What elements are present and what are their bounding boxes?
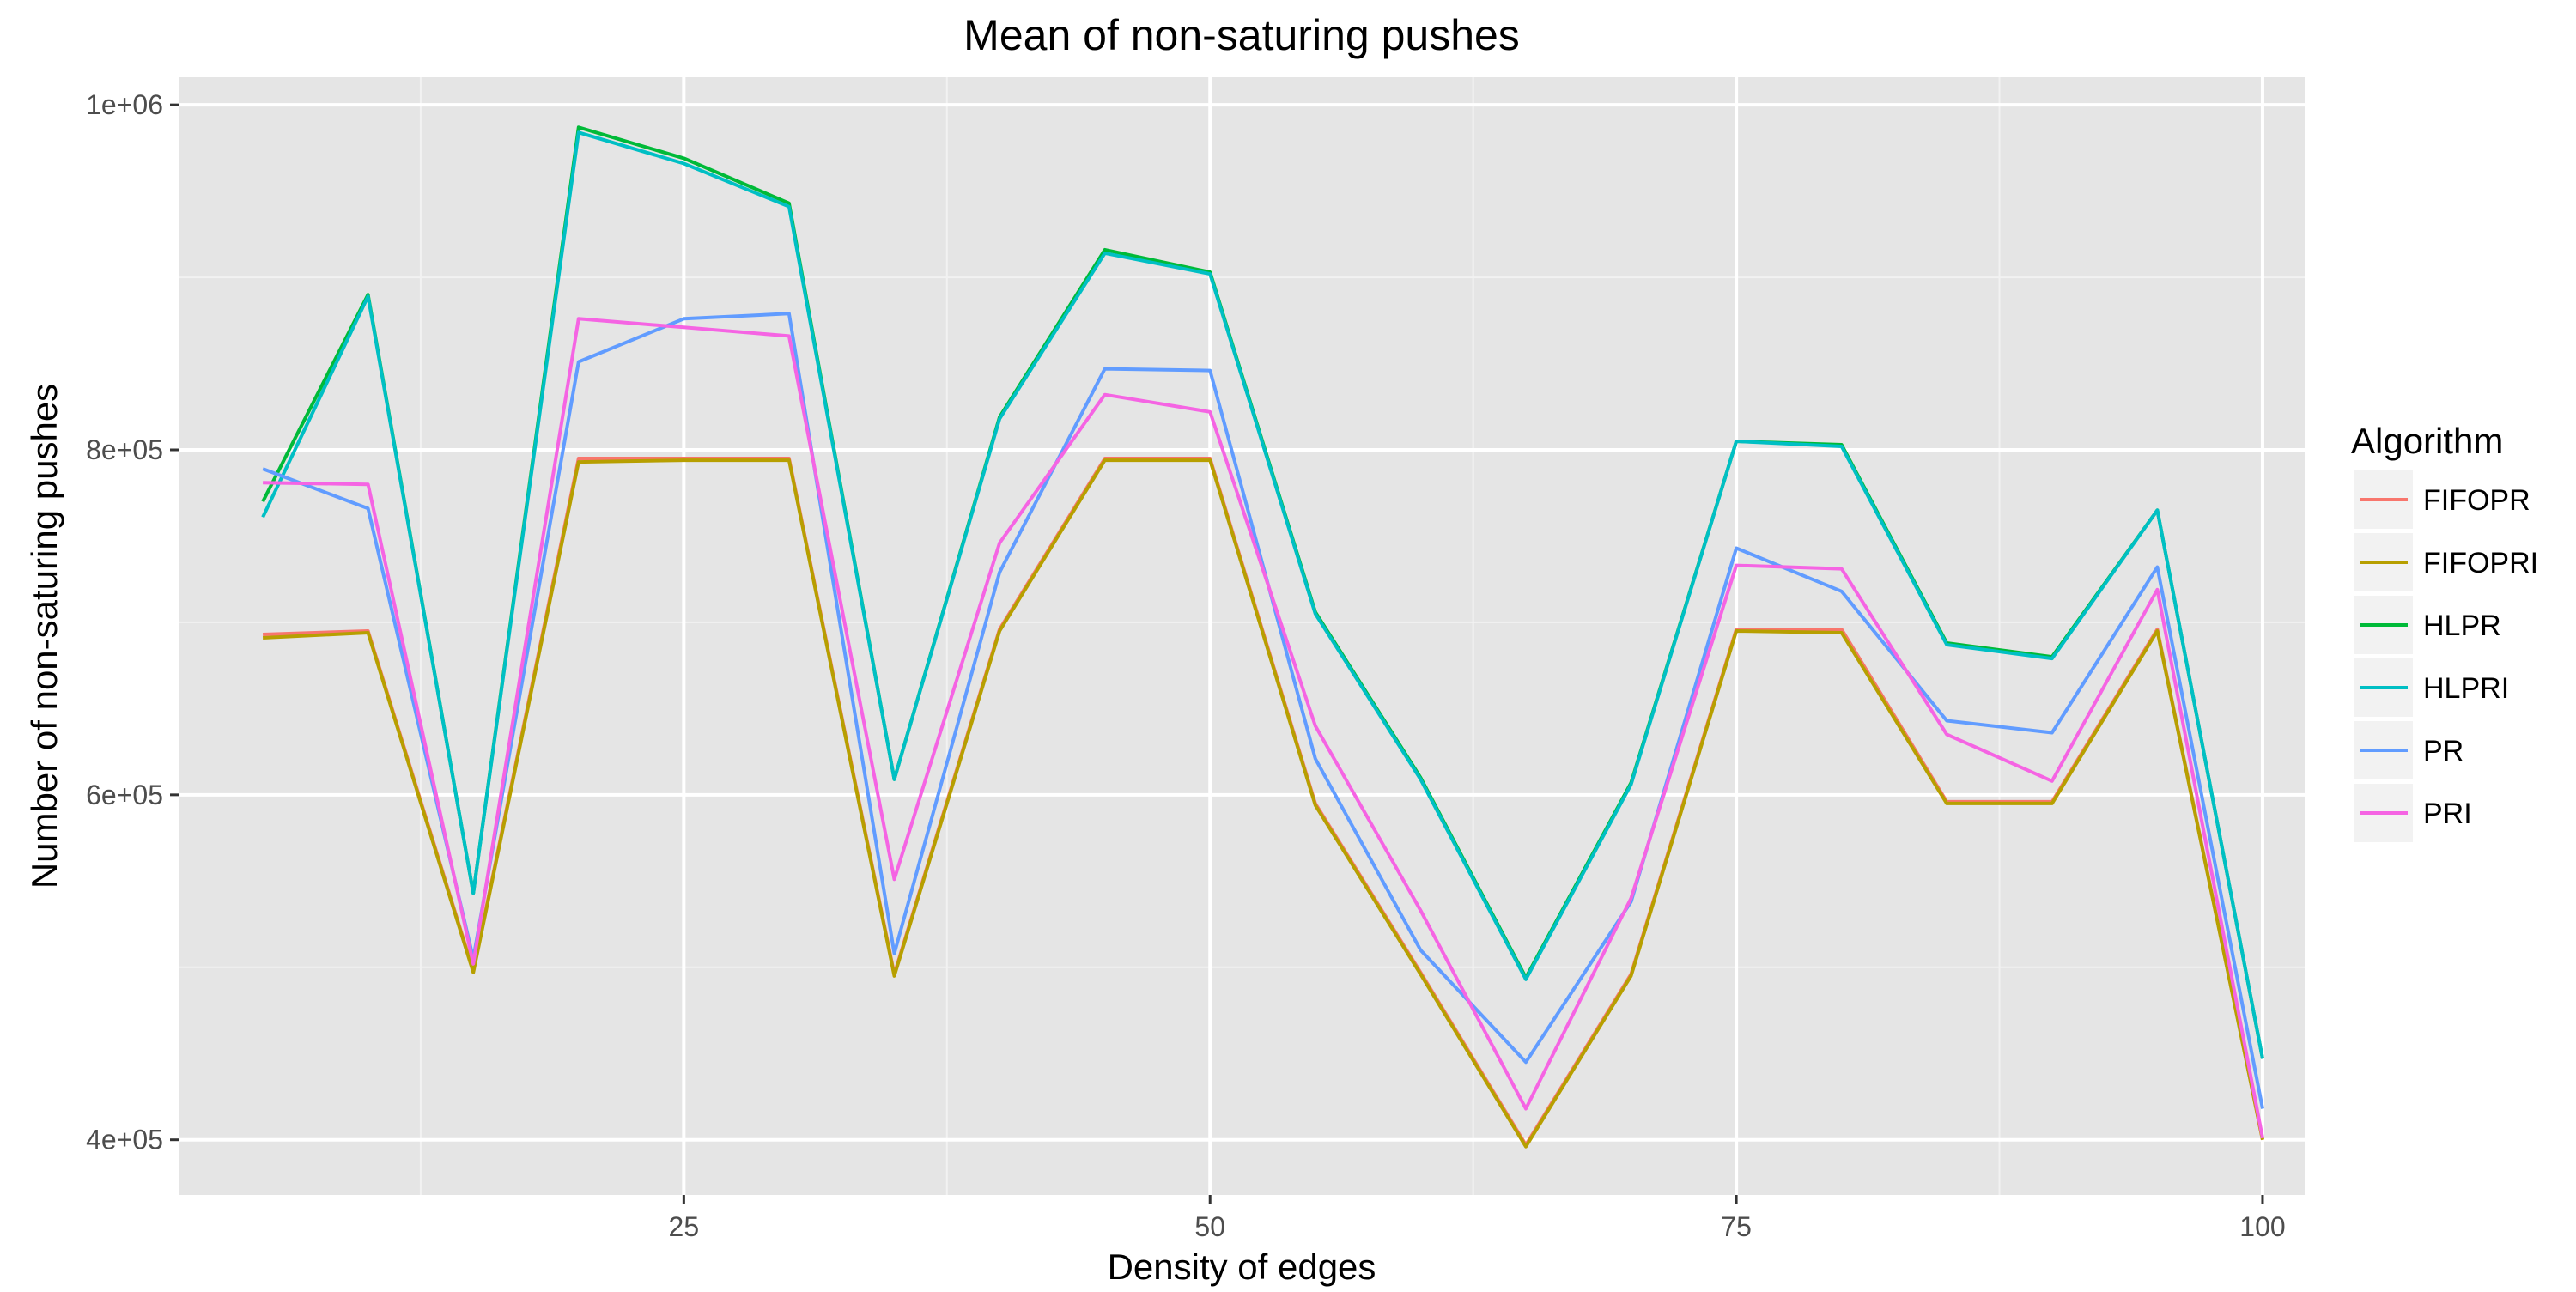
series-line-pri [263,317,2264,1139]
legend-label: PRI [2423,798,2472,830]
legend-items: FIFOPR FIFOPRI HLPR HLPRI PR PRI [2354,470,2538,842]
y-axis-label: Number of non-saturing pushes [24,384,64,889]
series-lines [261,125,2264,1149]
legend-label: HLPRI [2423,672,2509,705]
series-line-fifopri [263,458,2264,1149]
y-axis: 4e+05 6e+05 8e+05 1e+06 [86,89,179,1156]
x-axis-label: Density of edges [1108,1247,1376,1287]
legend: Algorithm FIFOPR FIFOPRI HLPR HLPRI PR PRI [2351,421,2538,842]
y-tick-label: 6e+05 [86,779,163,810]
chart-title: Mean of non-saturing pushes [963,11,1520,59]
series-line-hlpri [261,130,2264,1059]
x-tick-label: 25 [669,1211,700,1242]
x-axis: 25 50 75 100 [669,1195,2286,1242]
legend-label: FIFOPR [2423,484,2530,517]
x-tick-label: 75 [1721,1211,1752,1242]
legend-title: Algorithm [2351,421,2503,461]
legend-label: PR [2423,735,2464,767]
x-tick-label: 100 [2239,1211,2285,1242]
legend-label: HLPR [2423,610,2501,642]
plot-background [179,77,2305,1195]
y-tick-label: 1e+06 [86,89,163,120]
x-tick-label: 50 [1194,1211,1225,1242]
y-tick-label: 4e+05 [86,1125,163,1156]
legend-label: FIFOPRI [2423,547,2538,579]
y-tick-label: 8e+05 [86,434,163,465]
